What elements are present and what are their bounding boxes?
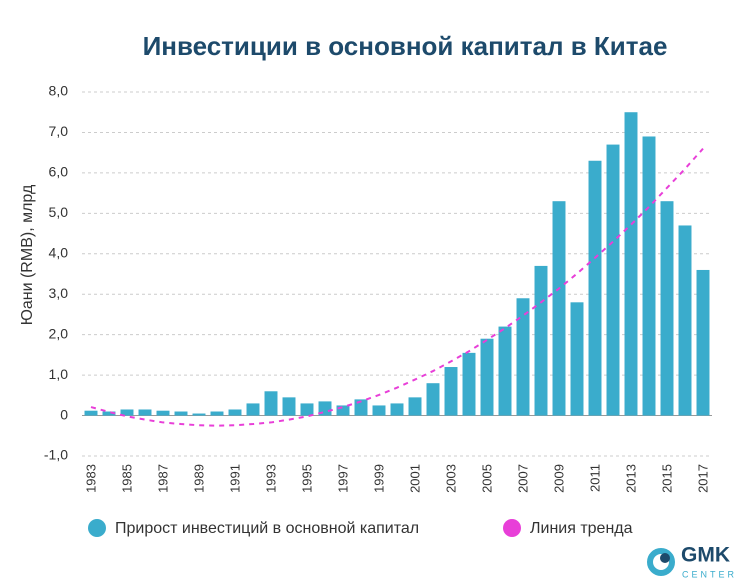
bar xyxy=(210,411,224,416)
bar xyxy=(282,397,296,416)
logo-name: GMK xyxy=(681,544,730,567)
y-tick-label: 2,0 xyxy=(49,325,69,341)
x-tick-label: 1983 xyxy=(83,464,98,493)
bar xyxy=(534,265,548,416)
bar xyxy=(444,367,458,416)
bar xyxy=(84,410,98,416)
logo-sub: CENTER xyxy=(682,569,737,579)
x-tick-label: 1999 xyxy=(371,464,386,493)
x-tick-label: 2005 xyxy=(479,464,494,493)
y-axis-label: Юани (RMB), млрд xyxy=(19,184,36,325)
bar xyxy=(660,201,674,416)
legend-marker xyxy=(88,519,106,537)
x-tick-label: 1991 xyxy=(227,464,242,493)
legend-label: Прирост инвестиций в основной капитал xyxy=(115,520,419,537)
logo: GMK CENTER xyxy=(647,544,737,579)
chart-title: Инвестиции в основной капитал в Китае xyxy=(143,31,668,61)
bar xyxy=(336,405,350,416)
bar xyxy=(246,403,260,416)
bar xyxy=(138,409,152,416)
y-tick-label: 4,0 xyxy=(49,244,69,260)
y-tick-label: 1,0 xyxy=(49,366,69,382)
legend-marker xyxy=(503,519,521,537)
y-tick-label: 5,0 xyxy=(49,204,69,220)
logo-icon xyxy=(647,548,675,576)
x-tick-label: 2007 xyxy=(515,464,530,493)
bar xyxy=(606,144,620,416)
bar xyxy=(588,160,602,416)
bar xyxy=(678,225,692,416)
x-tick-label: 2003 xyxy=(443,464,458,493)
legend-label: Линия тренда xyxy=(530,520,633,537)
bar xyxy=(408,397,422,416)
logo-icon-dot xyxy=(660,553,670,563)
x-tick-label: 2017 xyxy=(695,464,710,493)
bar xyxy=(102,411,116,416)
bar xyxy=(300,403,314,416)
y-tick-label: 0 xyxy=(60,406,68,422)
x-tick-label: 2013 xyxy=(623,464,638,493)
bar xyxy=(642,136,656,416)
y-tick-label: 6,0 xyxy=(49,164,69,180)
bar xyxy=(696,269,710,416)
x-tick-label: 1987 xyxy=(155,464,170,493)
bar xyxy=(570,302,584,416)
x-tick-label: 2015 xyxy=(659,464,674,493)
x-tick-label: 2001 xyxy=(407,464,422,493)
bar xyxy=(480,338,494,416)
y-tick-label: 7,0 xyxy=(49,123,69,139)
bar xyxy=(390,403,404,416)
y-tick-label: 3,0 xyxy=(49,285,69,301)
trend-line xyxy=(90,147,704,427)
bar xyxy=(372,405,386,416)
bar xyxy=(516,298,530,416)
x-tick-label: 1997 xyxy=(335,464,350,493)
bar xyxy=(174,411,188,416)
y-tick-label: -1,0 xyxy=(44,447,68,463)
bar xyxy=(426,383,440,416)
x-tick-label: 1989 xyxy=(191,464,206,493)
x-tick-label: 1985 xyxy=(119,464,134,493)
bar xyxy=(120,409,134,416)
y-tick-label: 8,0 xyxy=(49,83,69,99)
bar xyxy=(264,391,278,416)
bar xyxy=(552,201,566,416)
bar xyxy=(462,352,476,416)
bar xyxy=(498,326,512,416)
bar xyxy=(156,410,170,416)
x-tick-label: 1995 xyxy=(299,464,314,493)
bar xyxy=(624,112,638,416)
x-tick-label: 1993 xyxy=(263,464,278,493)
bar xyxy=(192,413,206,416)
x-tick-label: 2011 xyxy=(587,464,602,492)
x-tick-label: 2009 xyxy=(551,464,566,493)
bar xyxy=(228,409,242,416)
